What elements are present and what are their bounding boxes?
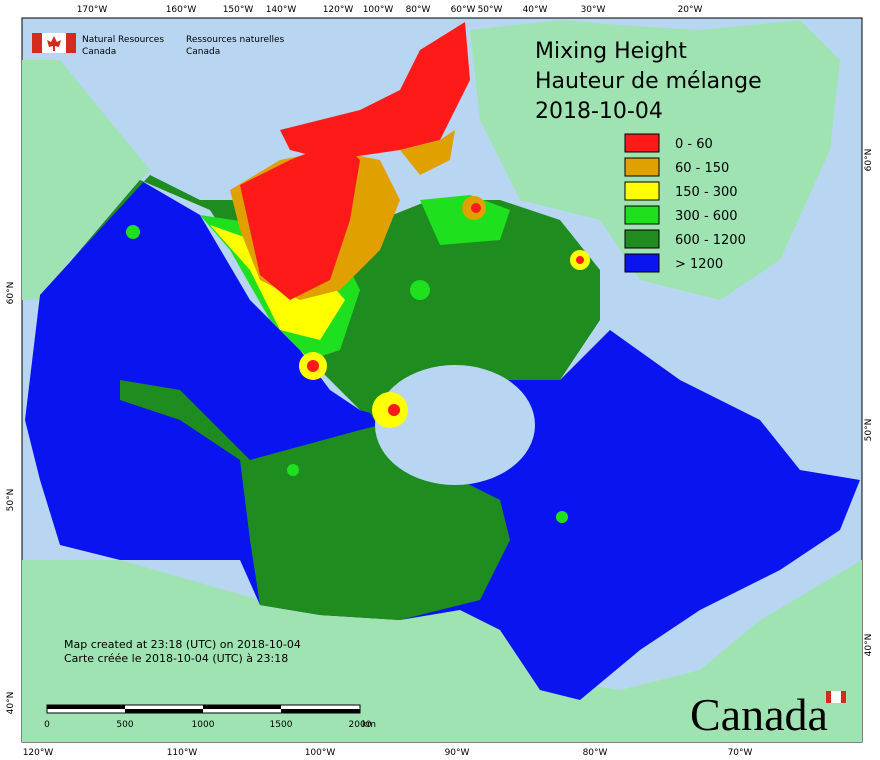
agency-fr: Ressources naturelles	[186, 35, 285, 45]
alaska	[22, 60, 150, 300]
legend-swatch	[624, 133, 660, 153]
lon-label: 60°W	[451, 5, 476, 15]
scale-label: 2000	[349, 720, 372, 730]
wordmark-flag	[831, 691, 841, 703]
footer: Map created at 23:18 (UTC) on 2018-10-04	[64, 638, 301, 651]
spot-green	[556, 511, 568, 523]
lon-label: 70°W	[728, 748, 753, 758]
agency-en: Natural Resources	[82, 35, 164, 45]
zone-0-b	[280, 22, 470, 160]
lon-label: 120°W	[23, 748, 54, 758]
legend-label: 150 - 300	[675, 185, 738, 200]
flag-bar	[32, 33, 42, 53]
lon-label: 100°W	[363, 5, 394, 15]
scale-seg	[281, 709, 360, 713]
scale-unit: km	[362, 720, 376, 730]
lon-label: 20°W	[678, 5, 703, 15]
usa	[22, 560, 862, 742]
spot-red	[576, 256, 584, 264]
spot-green	[410, 280, 430, 300]
lon-label: 170°W	[77, 5, 108, 15]
lat-label: 50°N	[864, 419, 874, 442]
scale-label: 1000	[192, 720, 215, 730]
scale-label: 500	[116, 720, 133, 730]
spot-red	[388, 404, 400, 416]
agency-fr: Canada	[186, 47, 220, 57]
maple-leaf	[47, 36, 61, 51]
lon-label: 100°W	[305, 748, 336, 758]
zone-60-b	[400, 130, 455, 175]
lon-label: 140°W	[266, 5, 297, 15]
legend-swatch	[624, 157, 660, 177]
lon-label: 80°W	[583, 748, 608, 758]
scale-seg	[125, 709, 203, 713]
scale-seg	[203, 705, 281, 709]
legend-swatch	[624, 181, 660, 201]
legend-swatch	[624, 229, 660, 249]
spot-green	[287, 464, 299, 476]
scale-seg	[47, 705, 125, 709]
zone-0-a	[240, 140, 360, 300]
legend-label: 0 - 60	[675, 137, 713, 152]
spot-green	[126, 225, 140, 239]
zone-green-prairie	[120, 380, 510, 620]
lon-label: 110°W	[167, 748, 198, 758]
lat-label: 40°N	[864, 634, 874, 657]
lat-label: 60°N	[6, 282, 16, 305]
lon-label: 80°W	[406, 5, 431, 15]
title: 2018-10-04	[535, 99, 663, 124]
scale-bar	[46, 704, 361, 714]
spot-red	[471, 203, 481, 213]
lon-label: 150°W	[223, 5, 254, 15]
lat-label: 60°N	[864, 149, 874, 172]
scale-label: 1500	[270, 720, 293, 730]
agency-en: Canada	[82, 47, 116, 57]
hudson-bay	[375, 365, 535, 485]
legend-label: 600 - 1200	[675, 233, 746, 248]
legend-swatch	[624, 253, 660, 273]
lon-label: 160°W	[166, 5, 197, 15]
zone-300-b	[420, 195, 510, 245]
legend-label: 60 - 150	[675, 161, 729, 176]
spot-red	[307, 360, 319, 372]
title: Mixing Height	[535, 39, 687, 64]
lon-label: 50°W	[478, 5, 503, 15]
footer: Carte créée le 2018-10-04 (UTC) à 23:18	[64, 652, 288, 665]
lon-label: 90°W	[445, 748, 470, 758]
flag-bar	[66, 33, 76, 53]
lon-label: 30°W	[581, 5, 606, 15]
wordmark: Canada	[690, 689, 828, 740]
lat-label: 50°N	[6, 489, 16, 512]
legend-label: > 1200	[675, 257, 723, 272]
scale-label: 0	[44, 720, 50, 730]
legend-label: 300 - 600	[675, 209, 738, 224]
title: Hauteur de mélange	[535, 69, 762, 94]
lat-label: 40°N	[6, 692, 16, 715]
lon-label: 120°W	[323, 5, 354, 15]
legend-swatch	[624, 205, 660, 225]
lon-label: 40°W	[523, 5, 548, 15]
